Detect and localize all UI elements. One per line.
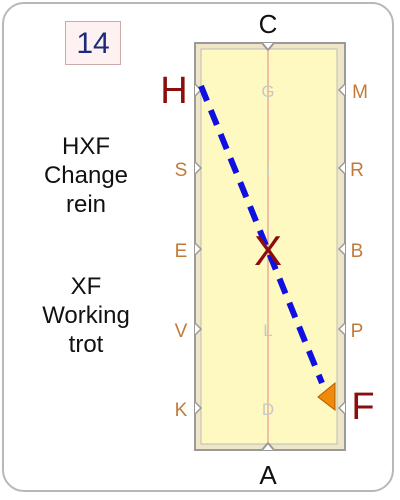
- direction-arrow-icon: [317, 381, 336, 412]
- instruction-line: rein: [65, 191, 107, 218]
- letter-i: I: [266, 161, 271, 180]
- instruction-line: HXF: [62, 133, 110, 160]
- letter-c: C: [259, 9, 278, 39]
- letter-e: E: [175, 241, 188, 262]
- letter-l: L: [263, 321, 272, 340]
- letter-v: V: [175, 321, 188, 342]
- letter-r: R: [350, 160, 364, 181]
- instruction-line: trot: [68, 331, 104, 358]
- letter-f: F: [351, 386, 374, 428]
- marker-notches: [194, 83, 346, 415]
- movement-instruction: XF Working trot: [16, 272, 156, 359]
- change-rein-path: [198, 84, 325, 385]
- letter-s: S: [175, 160, 188, 181]
- letter-b: B: [351, 241, 364, 262]
- letter-d: D: [262, 400, 274, 419]
- letter-m: M: [352, 82, 368, 103]
- instruction-line: Change: [43, 162, 129, 189]
- letter-a: A: [259, 460, 277, 490]
- letter-g: G: [261, 82, 274, 101]
- movement-instruction: HXF Change rein: [16, 132, 156, 219]
- instruction-line: XF: [70, 273, 102, 300]
- letter-h: H: [160, 70, 187, 112]
- letter-x: X: [254, 227, 282, 274]
- letter-p: P: [351, 321, 364, 342]
- step-number-badge: 14: [65, 21, 121, 65]
- letter-k: K: [175, 400, 188, 421]
- instruction-line: Working: [42, 302, 130, 329]
